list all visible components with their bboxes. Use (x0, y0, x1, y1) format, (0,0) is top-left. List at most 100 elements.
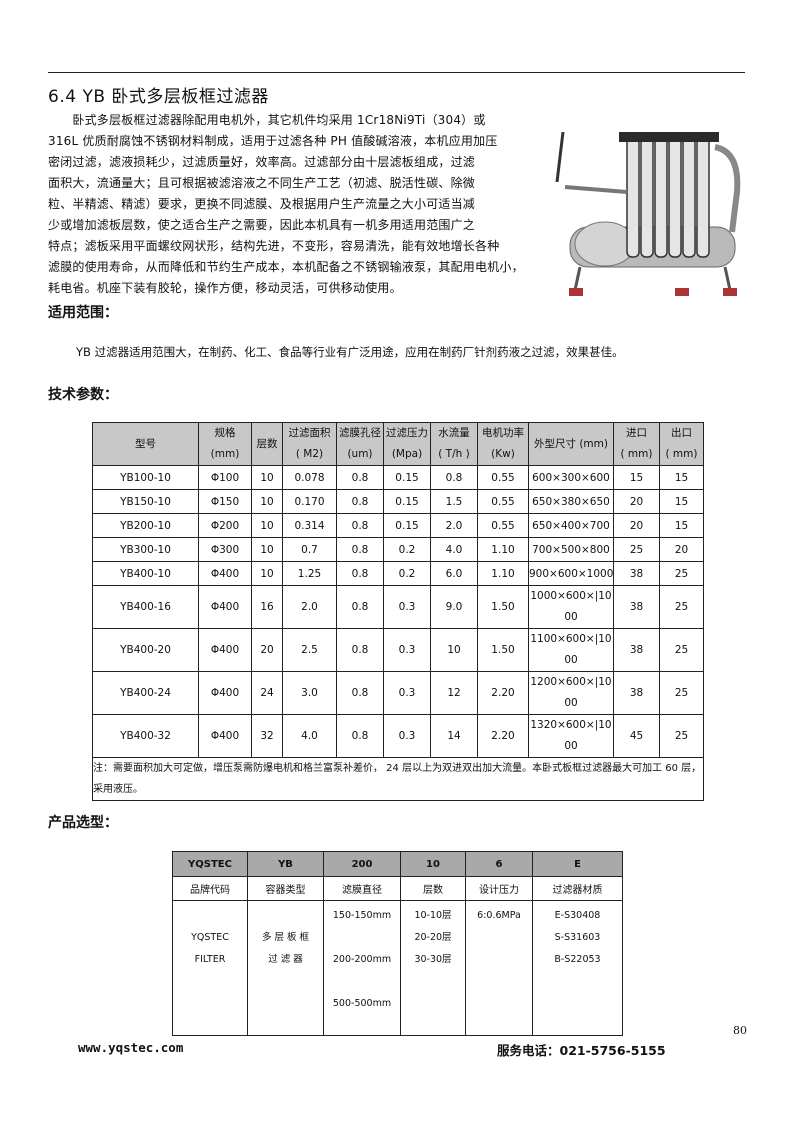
header-unit: (Mpa) (391, 448, 423, 460)
table-cell: Φ400 (198, 585, 252, 629)
table-cell: 38 (613, 561, 660, 586)
detail-cell: E-S30408 S-S31603 B-S22053 (532, 900, 623, 1036)
code-cell: YQSTEC (172, 851, 248, 877)
detail-line: 6:0.6MPa (477, 910, 521, 921)
table-cell: 0.8 (336, 671, 384, 715)
table-cell: 12 (430, 671, 478, 715)
table-row: YB400-32 Φ400 32 4.0 0.8 0.3 14 2.20 1320×600×|1… (92, 714, 704, 758)
table-cell: 10 (251, 513, 283, 538)
detail-line: 200-200mm (332, 954, 392, 965)
table-cell: 25 (659, 585, 704, 629)
detail-cell: 150-150mm 200-200mm 500-500mm (323, 900, 401, 1036)
table-cell: 0.2 (383, 537, 431, 562)
column-header: 电机功率 (Kw) (477, 422, 529, 466)
intro-line: 耗电省。机座下装有胶轮，操作方便，移动灵活，可供移动使用。 (48, 281, 402, 295)
selection-details-row: YQSTEC FILTER 多 层 板 框过 滤 器 150-150mm 200-20… (172, 900, 623, 1036)
table-cell: 0.078 (282, 465, 337, 490)
detail-line: 20-20层 (414, 932, 452, 943)
column-header: 滤膜孔径 (um) (336, 422, 384, 466)
intro-line: 少或增加滤板层数，使之适合生产之需要，因此本机具有一机多用适用范围广之 (48, 218, 476, 232)
table-cell: 32 (251, 714, 283, 758)
column-header: 型号 (92, 422, 199, 466)
header-label: 外型尺寸 (mm) (534, 437, 608, 450)
table-cell: 650×380×650 (528, 489, 614, 514)
page-number: 80 (733, 1024, 747, 1037)
table-cell: 0.8 (430, 465, 478, 490)
intro-line: 特点；滤板采用平面螺纹网状形，结构先进，不变形，容易清洗，能有效地增长各种 (48, 239, 500, 253)
detail-line (324, 971, 400, 993)
table-cell: 1.25 (282, 561, 337, 586)
header-unit: ( M2) (295, 448, 324, 460)
table-cell: Φ300 (198, 537, 252, 562)
table-cell: 600×300×600 (528, 465, 614, 490)
label-cell: 品牌代码 (172, 876, 248, 901)
table-cell: 10 (251, 489, 283, 514)
table-note-row: 注：需要面积加大可定做，增压泵需防爆电机和格兰富泵补差价， 24 层以上为双进双… (92, 757, 704, 801)
table-cell: YB100-10 (92, 465, 199, 490)
table-cell: 1.50 (477, 628, 529, 672)
table-row: YB400-16 Φ400 16 2.0 0.8 0.3 9.0 1.50 1000×600×|… (92, 585, 704, 629)
table-cell: Φ400 (198, 561, 252, 586)
table-row: YB200-10 Φ200 10 0.314 0.8 0.15 2.0 0.55 650×400… (92, 513, 704, 538)
table-cell: 0.8 (336, 489, 384, 514)
table-cell: 14 (430, 714, 478, 758)
header-unit: ( mm) (620, 448, 653, 460)
selection-labels-row: 品牌代码 容器类型 滤膜直径 层数 设计压力 过滤器材质 (172, 876, 623, 901)
table-cell: 0.3 (383, 671, 431, 715)
footer-phone: 服务电话：021-5756-5155 (497, 1043, 666, 1058)
table-cell: 16 (251, 585, 283, 629)
detail-line: YQSTEC (191, 932, 229, 943)
table-cell: 0.55 (477, 465, 529, 490)
table-cell: 0.15 (383, 513, 431, 538)
detail-line: 多 层 板 框 (261, 932, 310, 943)
table-cell: 0.55 (477, 513, 529, 538)
header-label: 出口 (671, 427, 692, 439)
table-cell: 0.8 (336, 585, 384, 629)
table-row: YB400-20 Φ400 20 2.5 0.8 0.3 10 1.50 1100×600×|1… (92, 628, 704, 672)
params-heading: 技术参数： (48, 387, 118, 403)
table-cell: 1320×600×|1000 (528, 714, 614, 758)
table-cell: 2.20 (477, 671, 529, 715)
code-cell: 10 (400, 851, 466, 877)
table-cell: 10 (430, 628, 478, 672)
table-cell: 20 (613, 489, 660, 514)
table-cell: 2.20 (477, 714, 529, 758)
header-label: 水流量 (438, 427, 470, 439)
table-cell: Φ400 (198, 628, 252, 672)
header-label: 电机功率 (482, 427, 524, 439)
table-cell: 650×400×700 (528, 513, 614, 538)
table-cell: 0.8 (336, 537, 384, 562)
label-cell: 滤膜直径 (323, 876, 401, 901)
code-cell: 6 (465, 851, 533, 877)
table-cell: YB400-24 (92, 671, 199, 715)
table-cell: 1.5 (430, 489, 478, 514)
label-cell: 过滤器材质 (532, 876, 623, 901)
table-cell: 1100×600×|1000 (528, 628, 614, 672)
header-unit: (mm) (210, 448, 240, 460)
table-row: YB150-10 Φ150 10 0.170 0.8 0.15 1.5 0.55 650×380… (92, 489, 704, 514)
header-label: 进口 (626, 427, 647, 439)
column-header: 层数 (251, 422, 283, 466)
table-cell: 25 (659, 628, 704, 672)
header-unit: (um) (347, 448, 373, 460)
code-cell: YB (247, 851, 324, 877)
detail-line: 30-30层 (414, 954, 452, 965)
table-cell: 38 (613, 585, 660, 629)
table-cell: 25 (659, 561, 704, 586)
header-label: 型号 (135, 437, 156, 450)
table-cell: Φ400 (198, 671, 252, 715)
table-cell: 0.55 (477, 489, 529, 514)
label-cell: 容器类型 (247, 876, 324, 901)
detail-line: FILTER (194, 954, 226, 965)
column-header: 外型尺寸 (mm) (528, 422, 614, 466)
table-cell: 0.8 (336, 628, 384, 672)
table-cell: 25 (613, 537, 660, 562)
header-label: 过滤压力 (386, 427, 428, 439)
table-cell: 0.314 (282, 513, 337, 538)
table-cell: 38 (613, 671, 660, 715)
table-cell: 700×500×800 (528, 537, 614, 562)
table-note: 注：需要面积加大可定做，增压泵需防爆电机和格兰富泵补差价， 24 层以上为双进双… (92, 757, 704, 801)
label-cell: 层数 (400, 876, 466, 901)
table-cell: 9.0 (430, 585, 478, 629)
table-cell: 0.7 (282, 537, 337, 562)
